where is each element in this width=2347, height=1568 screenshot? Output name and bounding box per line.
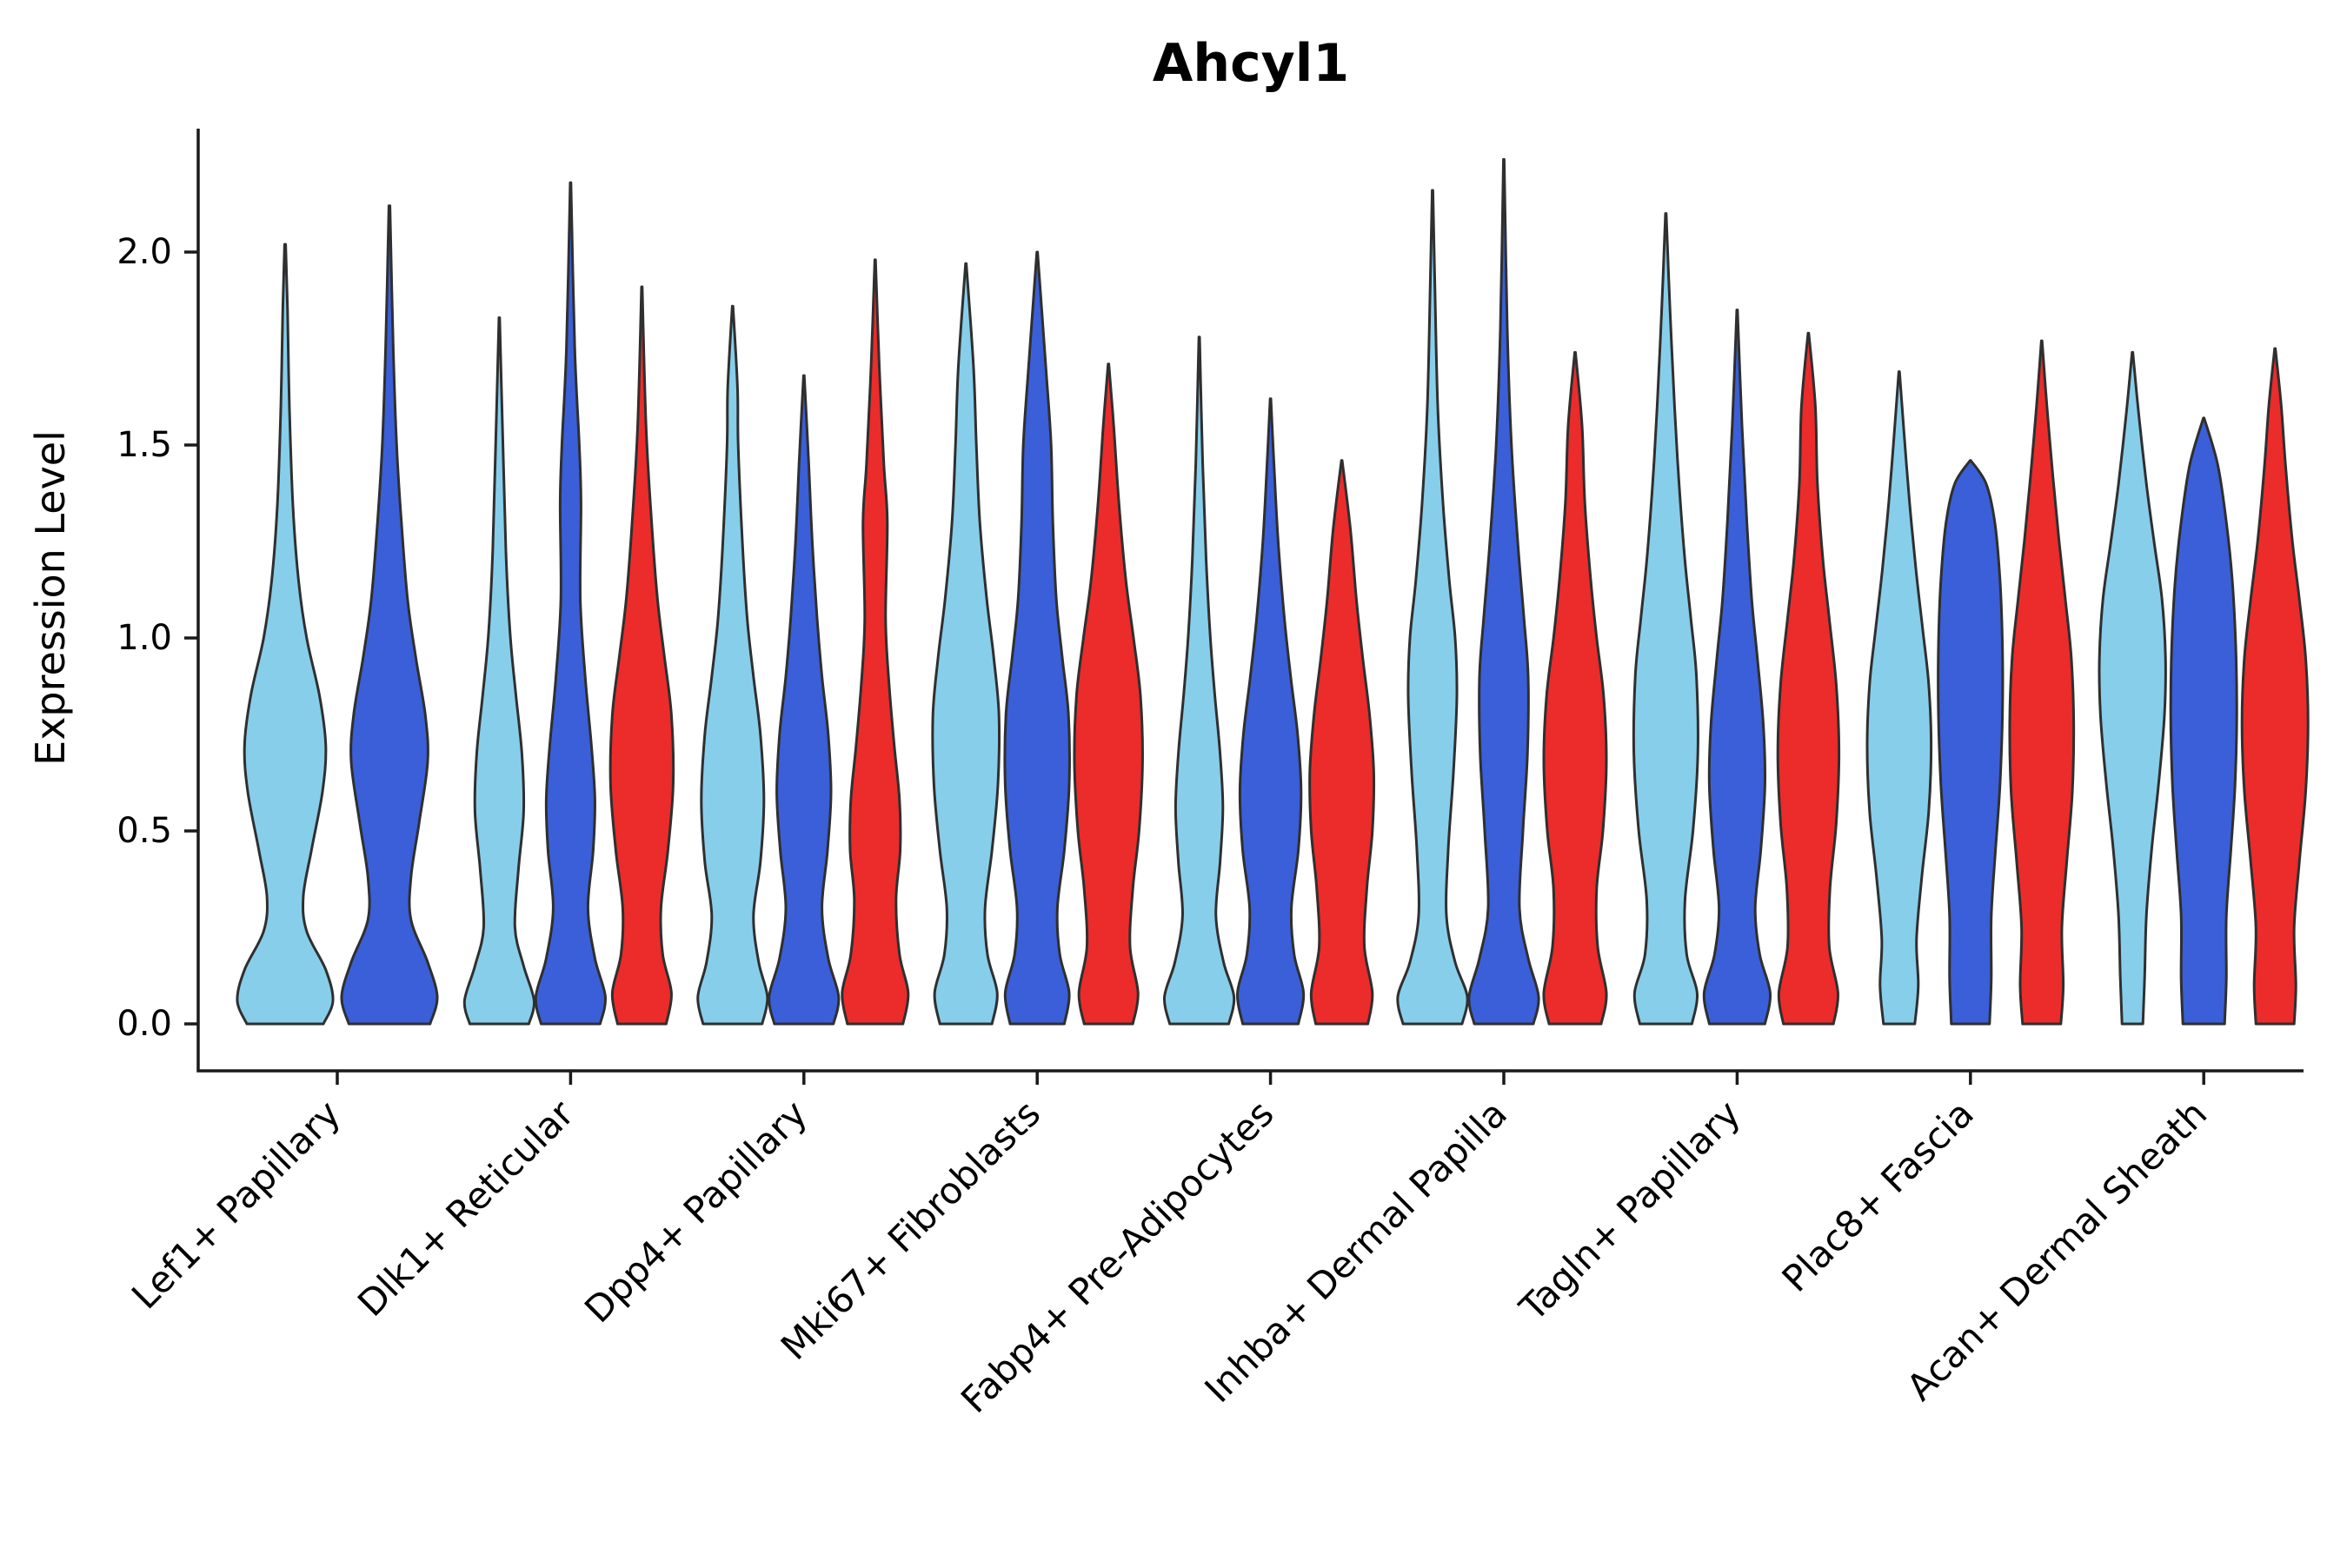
violin-tagln-papillary-red [1776,331,1841,1026]
y-tick-label: 1.5 [116,425,172,465]
chart-title: Ahcyl1 [1152,33,1350,94]
violin-lef1-papillary-blue [340,204,439,1026]
violin-mki67-fibroblasts-blue [1003,250,1071,1026]
y-axis-label: Expression Level [27,430,74,766]
x-category-label: Dlk1+ Reticular [349,1092,582,1325]
violin-inhba-dermal-papilla-red [1542,350,1608,1026]
violin-plac8-fascia-skyblue [1865,370,1933,1026]
x-category-label: Lef1+ Papillary [123,1092,349,1317]
violin-dpp4-papillary-blue [768,374,841,1026]
violin-fabp4-pre-adipocytes-red [1308,459,1376,1026]
violin-dlk1-reticular-skyblue [462,316,535,1026]
violin-mki67-fibroblasts-skyblue [931,262,1001,1026]
violin-tagln-papillary-blue [1702,309,1772,1026]
x-category-label: Tagln+ Papillary [1511,1092,1748,1329]
violin-acan-dermal-sheath-blue [2169,416,2238,1026]
y-tick-label: 0.5 [116,811,172,851]
violin-inhba-dermal-papilla-blue [1467,157,1540,1026]
x-category-label: Mki67+ Fibroblasts [773,1092,1048,1367]
violin-tagln-papillary-skyblue [1632,212,1699,1026]
x-category-label: Plac8+ Fascia [1774,1092,1982,1299]
violin-plac8-fascia-blue [1937,459,2005,1026]
violin-mki67-fibroblasts-red [1073,362,1144,1026]
violin-dpp4-papillary-skyblue [696,304,769,1026]
y-tick-label: 2.0 [116,232,172,272]
violin-acan-dermal-sheath-skyblue [2098,350,2167,1026]
violin-lef1-papillary-skyblue [236,243,335,1026]
violin-fabp4-pre-adipocytes-blue [1236,397,1306,1026]
y-tick-label: 1.0 [116,618,172,658]
violin-dpp4-papillary-red [841,258,910,1026]
violin-dlk1-reticular-red [608,285,675,1026]
violin-fabp4-pre-adipocytes-skyblue [1163,336,1236,1026]
axis-spines [196,129,2304,1073]
x-category-label: Dpp4+ Papillary [576,1092,815,1331]
violin-dlk1-reticular-blue [534,181,607,1026]
y-tick-label: 0.0 [116,1004,172,1044]
violin-acan-dermal-sheath-red [2240,347,2310,1026]
violin-inhba-dermal-papilla-skyblue [1396,189,1469,1026]
violin-plac8-fascia-red [2008,339,2076,1026]
